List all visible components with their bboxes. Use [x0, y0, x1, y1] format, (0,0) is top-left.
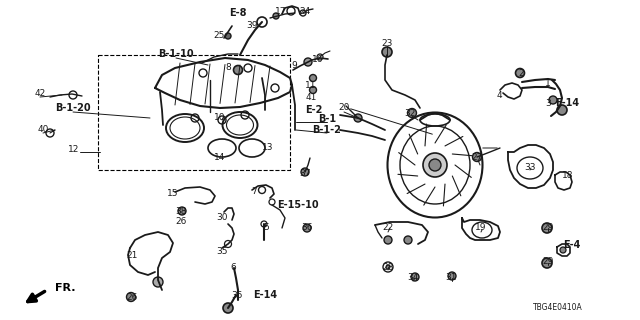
Circle shape	[234, 66, 243, 75]
Text: E-14: E-14	[253, 290, 277, 300]
Text: 9: 9	[291, 60, 297, 69]
Circle shape	[557, 105, 567, 115]
Circle shape	[386, 265, 390, 269]
Text: 19: 19	[476, 223, 487, 233]
Text: 37: 37	[300, 169, 311, 178]
Text: 13: 13	[262, 143, 274, 153]
Text: B-1-10: B-1-10	[158, 49, 194, 59]
Circle shape	[153, 277, 163, 287]
Text: 33: 33	[524, 164, 536, 172]
Text: 1: 1	[545, 78, 551, 87]
Text: 27: 27	[471, 153, 483, 162]
Circle shape	[382, 47, 392, 57]
Circle shape	[301, 168, 309, 176]
Text: 26: 26	[126, 292, 138, 301]
Text: B-1-2: B-1-2	[312, 125, 341, 135]
Text: 34: 34	[407, 274, 419, 283]
Circle shape	[304, 58, 312, 66]
Text: 4: 4	[496, 91, 502, 100]
Circle shape	[560, 247, 566, 253]
Text: 24: 24	[300, 7, 310, 17]
Text: FR.: FR.	[55, 283, 76, 293]
Text: E-14: E-14	[555, 98, 579, 108]
Text: 11: 11	[305, 81, 317, 90]
Text: 14: 14	[214, 154, 226, 163]
Text: 29: 29	[542, 258, 554, 267]
Text: 30: 30	[216, 213, 228, 222]
Text: E-8: E-8	[229, 8, 247, 18]
Text: 32: 32	[404, 108, 416, 117]
Text: 36: 36	[301, 223, 313, 233]
Circle shape	[310, 86, 317, 93]
Circle shape	[411, 273, 419, 281]
Text: 23: 23	[381, 38, 393, 47]
Circle shape	[472, 153, 481, 162]
Text: 42: 42	[35, 89, 45, 98]
Text: E-4: E-4	[563, 240, 580, 250]
Circle shape	[303, 224, 311, 232]
Text: 17: 17	[275, 7, 287, 17]
Text: 5: 5	[263, 223, 269, 233]
Circle shape	[384, 236, 392, 244]
Circle shape	[127, 292, 136, 301]
Circle shape	[542, 223, 552, 233]
Text: 15: 15	[167, 188, 179, 197]
Circle shape	[542, 258, 552, 268]
Circle shape	[408, 108, 417, 117]
Circle shape	[273, 13, 279, 19]
Text: 38: 38	[175, 206, 187, 215]
Text: 25: 25	[213, 31, 225, 41]
Text: 20: 20	[339, 103, 349, 113]
Text: 41: 41	[305, 92, 317, 101]
Text: 35: 35	[231, 291, 243, 300]
Text: 16: 16	[312, 55, 324, 65]
Text: 10: 10	[214, 114, 226, 123]
Text: B-1: B-1	[318, 114, 336, 124]
Text: 7: 7	[251, 188, 257, 196]
Text: 31: 31	[445, 274, 457, 283]
Text: 18: 18	[563, 171, 573, 180]
Circle shape	[549, 96, 557, 104]
Text: TBG4E0410A: TBG4E0410A	[533, 303, 583, 313]
Text: 21: 21	[126, 251, 138, 260]
Text: 3: 3	[545, 99, 551, 108]
Text: 6: 6	[230, 263, 236, 273]
Circle shape	[354, 114, 362, 122]
Text: 39: 39	[246, 21, 258, 30]
Bar	[98, 55, 290, 170]
Text: 40: 40	[37, 125, 49, 134]
Text: 35: 35	[216, 247, 228, 257]
Circle shape	[223, 303, 233, 313]
Circle shape	[448, 272, 456, 280]
Circle shape	[178, 207, 186, 215]
Text: 28: 28	[382, 263, 394, 273]
Circle shape	[310, 75, 317, 82]
Text: B-1-20: B-1-20	[55, 103, 91, 113]
Circle shape	[225, 33, 231, 39]
Circle shape	[404, 236, 412, 244]
Circle shape	[515, 68, 525, 77]
Text: 8: 8	[225, 63, 231, 73]
Circle shape	[423, 153, 447, 177]
Text: 2: 2	[518, 68, 524, 77]
Text: E-15-10: E-15-10	[277, 200, 319, 210]
Text: 26: 26	[175, 218, 187, 227]
Text: 12: 12	[68, 146, 80, 155]
Text: 22: 22	[382, 223, 394, 233]
Circle shape	[429, 159, 441, 171]
Text: 29: 29	[542, 223, 554, 233]
Text: E-2: E-2	[305, 105, 323, 115]
